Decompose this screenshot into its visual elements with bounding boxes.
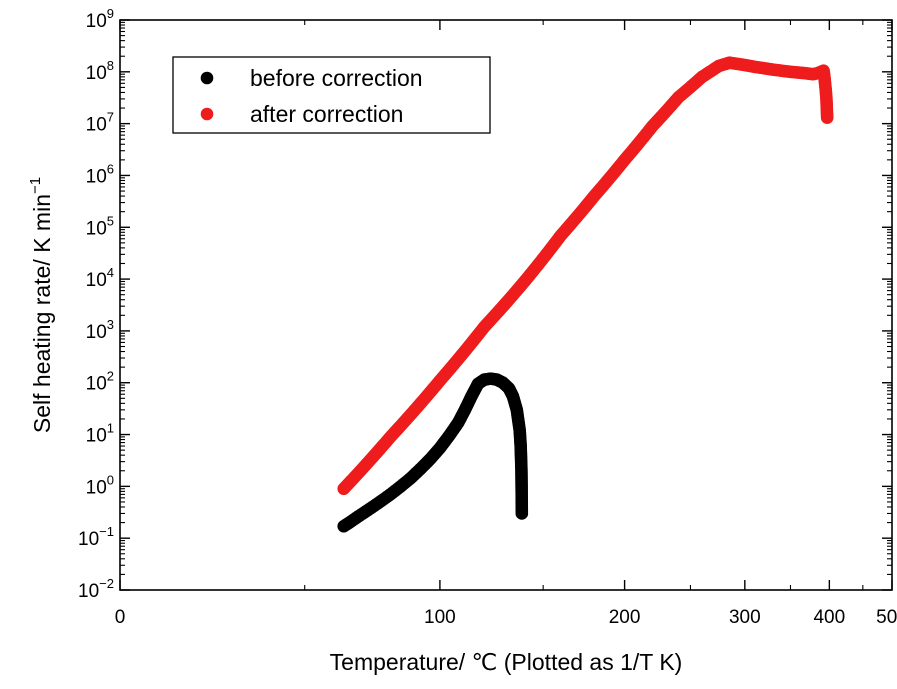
plot-frame bbox=[119, 19, 893, 591]
y-tick-label: 10−1 bbox=[78, 524, 114, 550]
y-tick-label: 102 bbox=[86, 369, 114, 395]
y-tick-label: 104 bbox=[86, 265, 114, 291]
y-tick-label: 107 bbox=[86, 110, 114, 136]
x-tick-label: 500 bbox=[876, 607, 897, 628]
x-tick-label: 200 bbox=[609, 607, 641, 628]
ticks-layer: 10−2 10−1 100 101 102 103 104 105 106 107 108 109 0 1… bbox=[78, 6, 897, 628]
legend-marker bbox=[200, 107, 214, 121]
y-axis-title-superscript: −1 bbox=[27, 177, 44, 194]
y-tick-label: 100 bbox=[86, 472, 114, 498]
data-point bbox=[820, 111, 834, 125]
legend-label: before correction bbox=[250, 65, 423, 91]
y-tick-label: 106 bbox=[86, 161, 114, 187]
x-axis-title: Temperature/ ℃ (Plotted as 1/T K) bbox=[330, 649, 683, 675]
y-axis-title: Self heating rate/ K min−1 bbox=[27, 177, 55, 433]
series-1 bbox=[337, 56, 834, 496]
y-tick-label: 109 bbox=[86, 6, 114, 32]
x-tick-label: 100 bbox=[424, 607, 456, 628]
x-tick-label: 400 bbox=[813, 607, 845, 628]
y-tick-label: 105 bbox=[86, 213, 114, 239]
x-tick-label: 300 bbox=[729, 607, 761, 628]
legend-label: after correction bbox=[250, 101, 403, 127]
y-tick-label: 103 bbox=[86, 317, 114, 343]
legend: before correction after correction bbox=[172, 56, 491, 134]
data-layer bbox=[337, 56, 834, 533]
data-point bbox=[515, 507, 529, 520]
y-tick-label: 101 bbox=[86, 421, 114, 447]
y-tick-label: 10−2 bbox=[78, 576, 114, 602]
series-0 bbox=[337, 372, 529, 533]
x-tick-label: 0 bbox=[115, 607, 126, 628]
legend-marker bbox=[200, 71, 214, 85]
y-tick-label: 108 bbox=[86, 58, 114, 84]
legend-box bbox=[172, 56, 491, 134]
